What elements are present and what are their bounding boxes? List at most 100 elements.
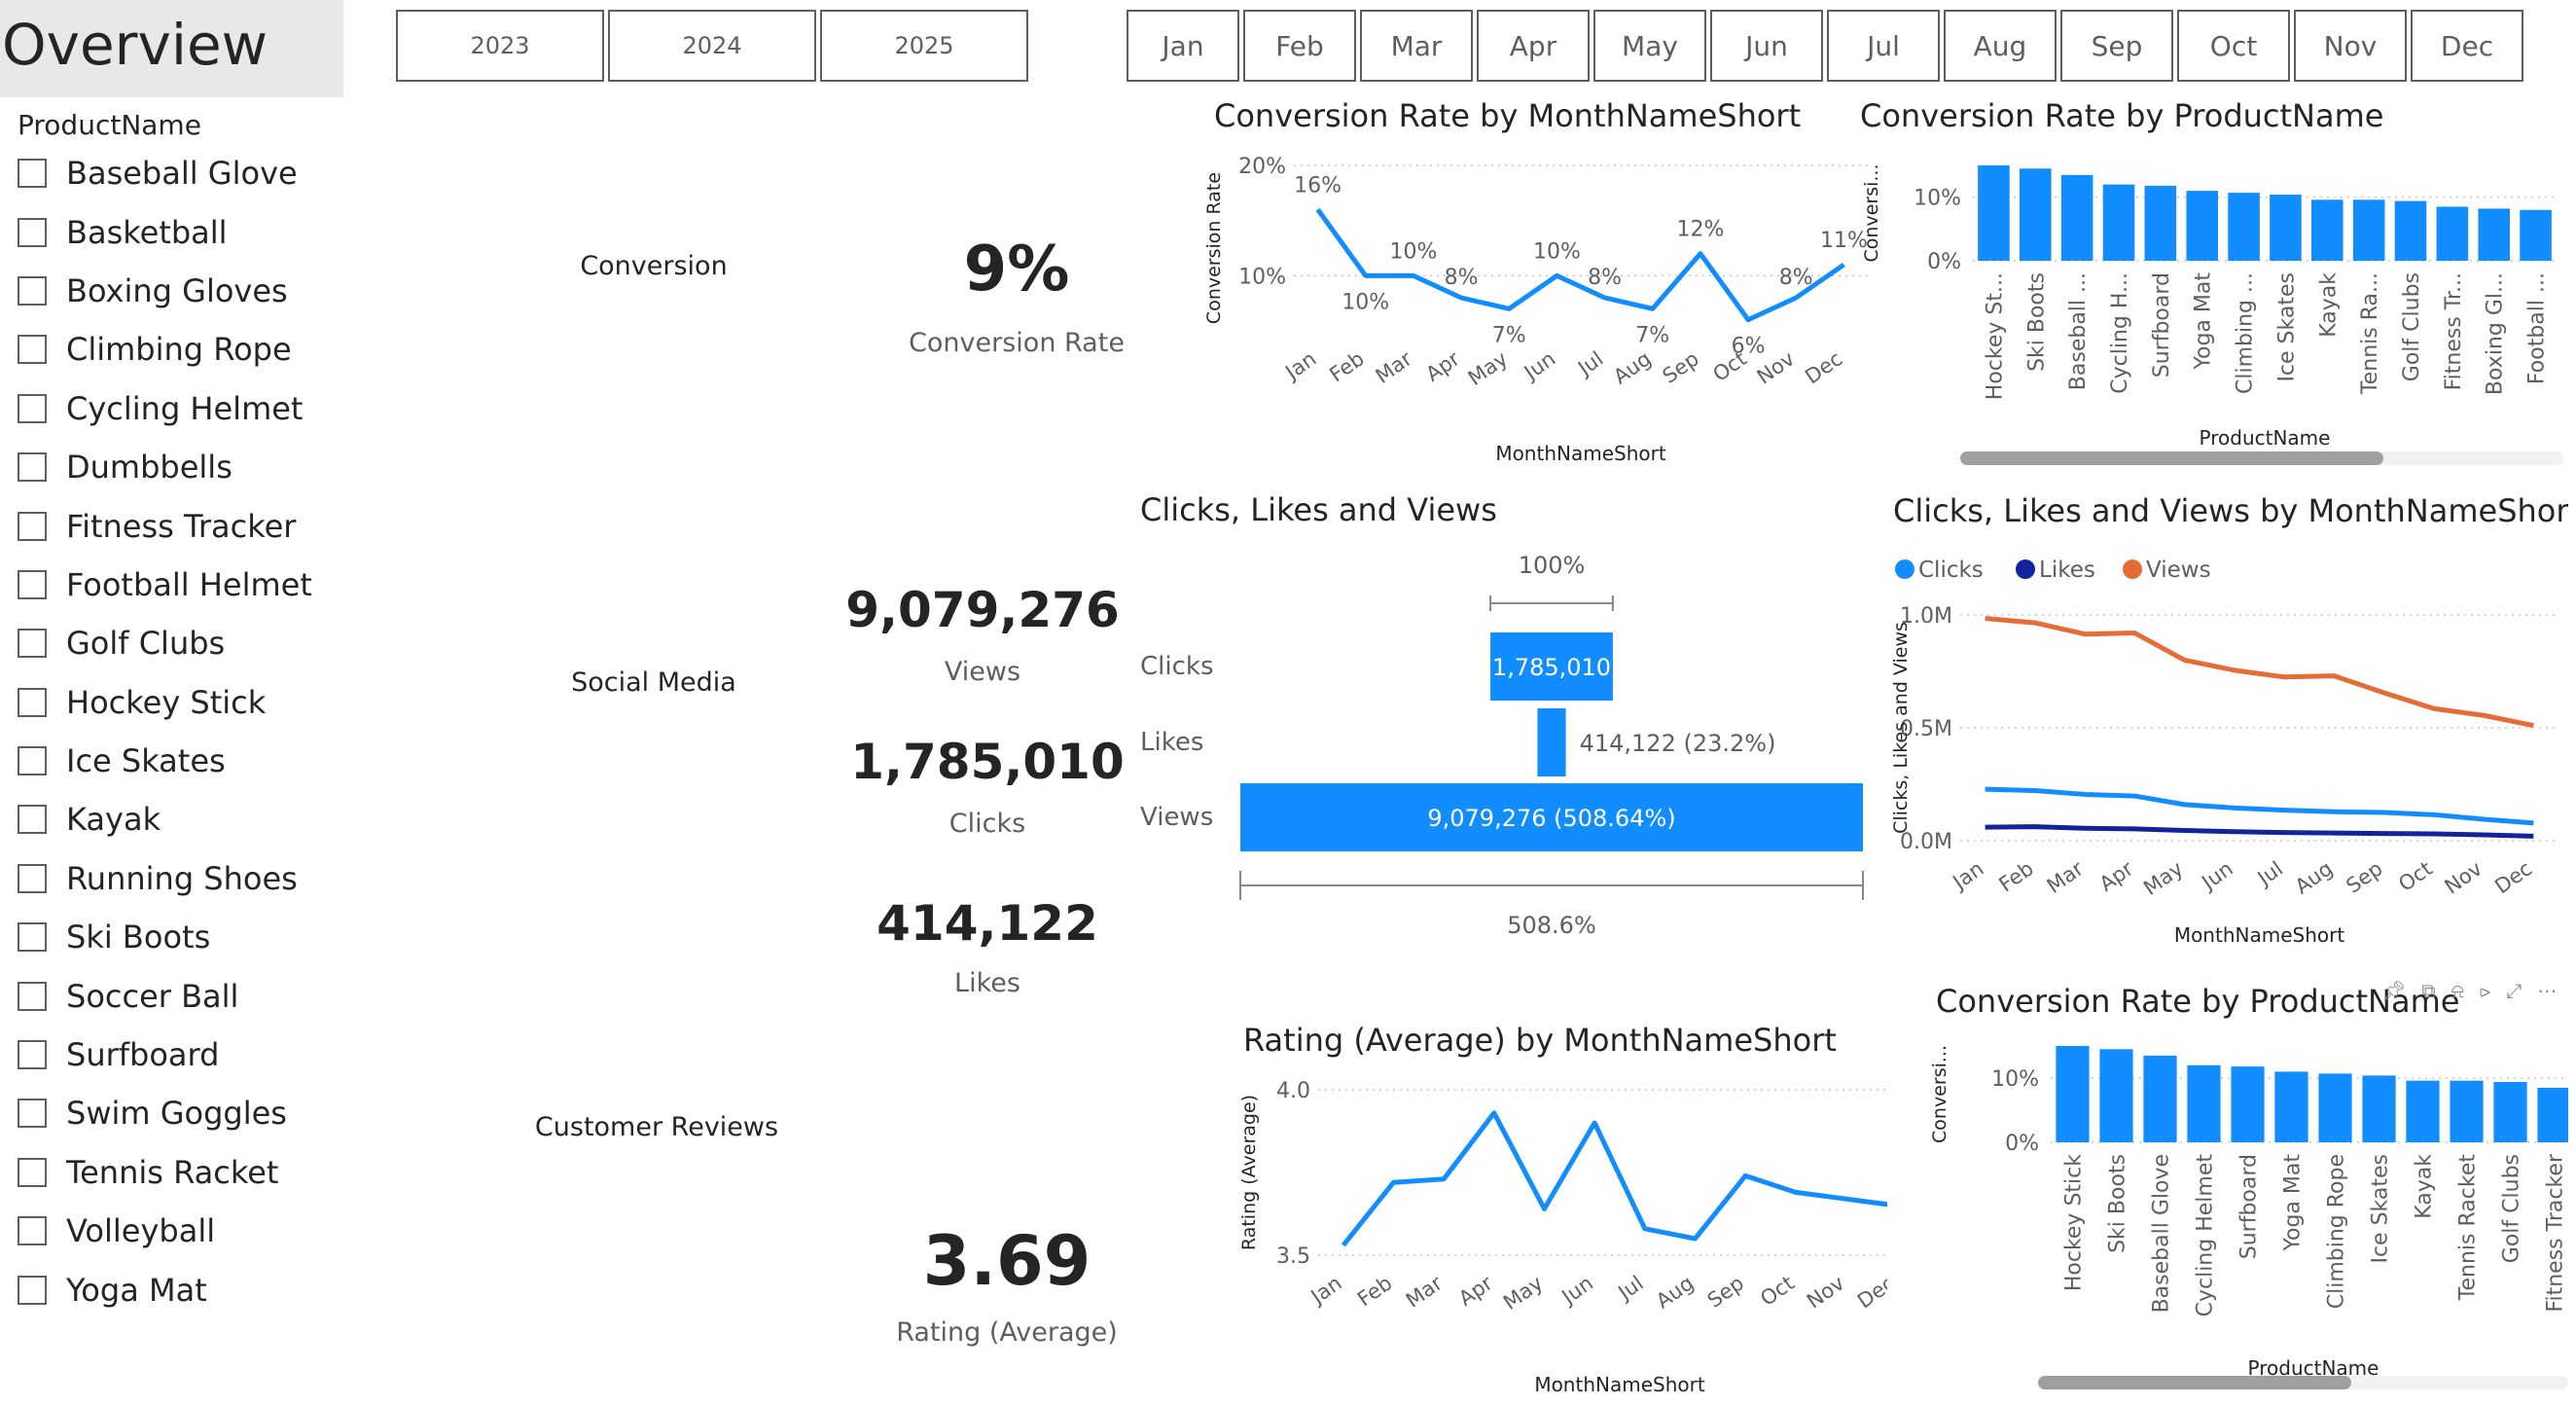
slicer-item[interactable]: Volleyball xyxy=(18,1202,339,1260)
checkbox[interactable] xyxy=(18,922,47,953)
month-button-aug[interactable]: Aug xyxy=(1944,10,2057,82)
checkbox[interactable] xyxy=(18,629,47,659)
month-button-jul[interactable]: Jul xyxy=(1827,10,1940,82)
year-button-2025[interactable]: 2025 xyxy=(820,10,1028,82)
checkbox[interactable] xyxy=(18,687,47,717)
checkbox[interactable] xyxy=(18,805,47,835)
bar xyxy=(2186,191,2218,261)
checkbox[interactable] xyxy=(18,452,47,483)
kpi-likes-label: Likes xyxy=(954,968,1020,998)
x-tick-label: Dec xyxy=(1853,1271,1887,1313)
copy-icon[interactable]: ⧉ xyxy=(2421,979,2436,1002)
bell-icon[interactable]: ⍾ xyxy=(2451,979,2464,1002)
slicer-item[interactable]: Kayak xyxy=(18,790,339,848)
slicer-item[interactable]: Ice Skates xyxy=(18,732,339,790)
conversion-by-month-chart[interactable]: Conversion Rate by MonthNameShort 10% 20% J… xyxy=(1197,92,1878,482)
x-tick-label: Apr xyxy=(2095,856,2138,896)
slicer-item[interactable]: Dumbbells xyxy=(18,438,339,496)
bottom-bracket xyxy=(1239,871,1864,900)
clicks-likes-views-by-month-chart[interactable]: Clicks, Likes and Views by MonthNameShor… xyxy=(1878,487,2568,954)
month-button-jun[interactable]: Jun xyxy=(1710,10,1823,82)
focus-mode-icon[interactable]: ⤢ xyxy=(2506,979,2522,1002)
slicer-item[interactable]: Boxing Gloves xyxy=(18,262,339,320)
x-tick-label: May xyxy=(2139,856,2187,900)
slicer-item-label: Kayak xyxy=(66,801,161,839)
checkbox[interactable] xyxy=(18,159,47,189)
checkbox[interactable] xyxy=(18,335,47,365)
checkbox[interactable] xyxy=(18,1099,47,1129)
kpi-likes-value: 414,122 xyxy=(877,895,1098,952)
product-slicer-title: ProductName xyxy=(18,109,201,141)
checkbox[interactable] xyxy=(18,746,47,776)
checkbox[interactable] xyxy=(18,217,47,247)
slicer-item[interactable]: Ski Boots xyxy=(18,908,339,966)
month-button-nov[interactable]: Nov xyxy=(2294,10,2407,82)
slicer-item[interactable]: Baseball Glove xyxy=(18,144,339,202)
series-line xyxy=(1315,207,1845,323)
checkbox[interactable] xyxy=(18,981,47,1011)
slicer-item[interactable]: Soccer Ball xyxy=(18,966,339,1025)
x-tick-label: Cycling Helmet xyxy=(2194,1154,2218,1317)
checkbox[interactable] xyxy=(18,393,47,423)
bottom-annotation: 508.6% xyxy=(1507,912,1596,939)
month-button-dec[interactable]: Dec xyxy=(2411,10,2523,82)
x-tick-label: Fitness Tr... xyxy=(2442,272,2466,390)
month-button-jan[interactable]: Jan xyxy=(1127,10,1239,82)
more-options-icon[interactable]: ⋯ xyxy=(2537,979,2558,1002)
slicer-item[interactable]: Tennis Racket xyxy=(18,1143,339,1202)
conversion-by-product-chart[interactable]: Conversion Rate by ProductName 0% 10% Hocke… xyxy=(1848,92,2568,482)
clicks-likes-views-funnel[interactable]: Clicks, Likes and Views 100% Clicks 1,785,0… xyxy=(1128,487,1868,954)
month-button-mar[interactable]: Mar xyxy=(1360,10,1473,82)
x-tick-label: Cycling H... xyxy=(2108,272,2132,394)
slicer-item[interactable]: Swim Goggles xyxy=(18,1084,339,1142)
checkbox[interactable] xyxy=(18,1157,47,1187)
month-button-may[interactable]: May xyxy=(1593,10,1706,82)
kpi-conversion-label: Conversion Rate xyxy=(909,328,1125,358)
funnel-bar xyxy=(1490,632,1613,701)
month-button-sep[interactable]: Sep xyxy=(2060,10,2173,82)
product-chart-scroll-thumb[interactable] xyxy=(1960,451,2383,465)
kpi-rating-label: Rating (Average) xyxy=(896,1317,1118,1348)
product-chart-scrollbar[interactable] xyxy=(1960,451,2563,465)
year-button-2023[interactable]: 2023 xyxy=(396,10,604,82)
checkbox[interactable] xyxy=(18,1216,47,1246)
product-chart-2-scrollbar[interactable] xyxy=(2038,1376,2568,1389)
slicer-item[interactable]: Football Helmet xyxy=(18,556,339,614)
legend-marker xyxy=(1895,559,1914,579)
month-button-apr[interactable]: Apr xyxy=(1477,10,1590,82)
kpi-clicks-value: 1,785,010 xyxy=(850,734,1125,790)
checkbox[interactable] xyxy=(18,1040,47,1070)
checkbox[interactable] xyxy=(18,511,47,541)
slicer-item[interactable]: Hockey Stick xyxy=(18,673,339,732)
month-button-oct[interactable]: Oct xyxy=(2177,10,2290,82)
x-tick-label: May xyxy=(1464,346,1512,390)
rating-by-month-chart[interactable]: Rating (Average) by MonthNameShort 3.5 4.0… xyxy=(1226,1017,1887,1406)
slicer-item[interactable]: Yoga Mat xyxy=(18,1260,339,1318)
slicer-item[interactable]: Surfboard xyxy=(18,1026,339,1084)
slicer-item[interactable]: Basketball xyxy=(18,202,339,261)
year-button-2024[interactable]: 2024 xyxy=(608,10,816,82)
checkbox[interactable] xyxy=(18,1275,47,1305)
bar xyxy=(2450,1080,2484,1142)
slicer-item[interactable]: Climbing Rope xyxy=(18,320,339,379)
slicer-item-label: Swim Goggles xyxy=(66,1095,287,1133)
filter-icon[interactable]: ⪧ xyxy=(2479,979,2491,1002)
overview-header-bg xyxy=(0,0,343,97)
checkbox[interactable] xyxy=(18,569,47,599)
checkbox[interactable] xyxy=(18,275,47,306)
slicer-item-label: Football Helmet xyxy=(66,565,312,603)
checkbox[interactable] xyxy=(18,863,47,893)
product-chart-2-scroll-thumb[interactable] xyxy=(2038,1376,2351,1389)
slicer-item[interactable]: Cycling Helmet xyxy=(18,379,339,438)
slicer-item[interactable]: Golf Clubs xyxy=(18,614,339,672)
pin-icon[interactable]: 📌︎ xyxy=(2381,979,2407,1002)
conversion-by-product-chart-2[interactable]: Conversion Rate by ProductName 0% 10% Hocke… xyxy=(1916,973,2568,1406)
bar xyxy=(2102,184,2135,261)
y-tick-label: 10% xyxy=(1238,265,1286,289)
slicer-item[interactable]: Fitness Tracker xyxy=(18,496,339,555)
data-label: 1,785,010 xyxy=(1492,654,1611,681)
x-tick-label: Sep xyxy=(1659,346,1703,387)
slicer-item[interactable]: Running Shoes xyxy=(18,849,339,908)
month-button-feb[interactable]: Feb xyxy=(1243,10,1356,82)
y-tick-label: 0.5M xyxy=(1900,717,1952,741)
